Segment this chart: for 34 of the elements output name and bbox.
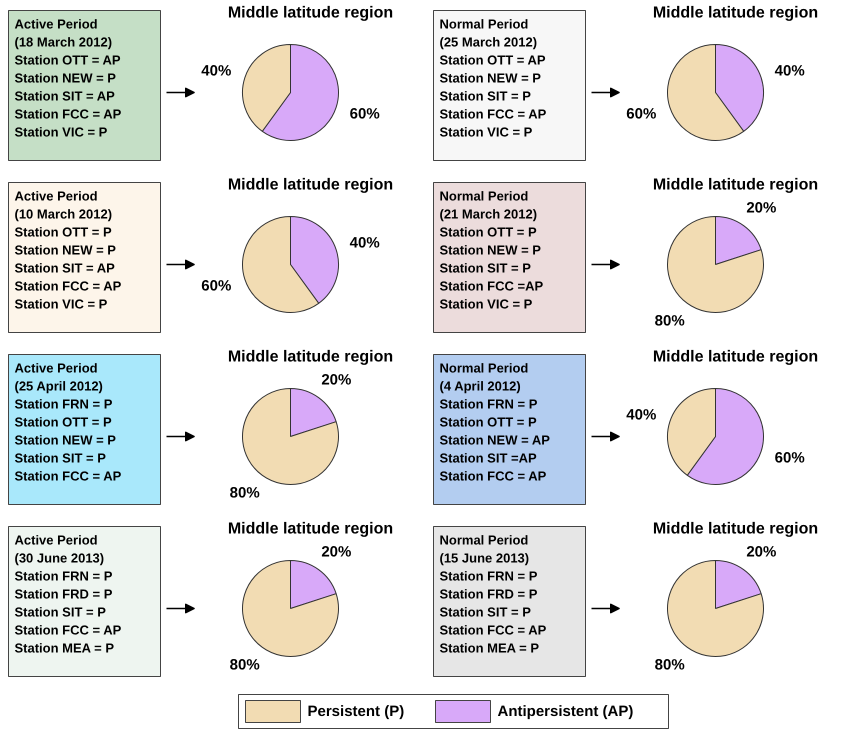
chart-title: Middle latitude region: [652, 348, 818, 366]
data-label: 60%: [774, 450, 805, 467]
data-label: 60%: [350, 106, 380, 123]
data-label: 40%: [350, 234, 380, 252]
text: Normal Period (15 June 2013) Station FRN = P Station FRD = P Station SIT = P Station FCC = AP Station MEA = P: [440, 532, 547, 656]
text: Normal Period (4 April 2012) Station FRN = P Station OTT = P Station NEW = AP Station SIT =AP Station FCC = AP: [440, 360, 550, 484]
text: Active Period (18 March 2012) Station OTT = AP Station NEW = P Station SIT = AP Station FCC = AP Station VIC = P: [14, 16, 122, 140]
data-label: 20%: [746, 199, 776, 216]
chart-title: Middle latitude region: [228, 520, 394, 538]
data-label: 60%: [626, 106, 656, 123]
data-label: 40%: [626, 406, 656, 424]
data-label: 80%: [230, 484, 260, 502]
text: Active Period (25 April 2012) Station FRN = P Station OTT = P Station NEW = P Station SIT = P Station FCC = AP: [14, 360, 122, 484]
data-label: 80%: [654, 656, 685, 674]
legend-label: Antipersistent (AP): [498, 703, 634, 720]
data-label: 20%: [746, 543, 776, 560]
text: Normal Period (21 March 2012) Station OTT = P Station NEW = P Station SIT = P Station FCC =AP Station VIC = P: [440, 188, 544, 312]
chart-title: Middle latitude region: [652, 4, 818, 22]
data-label: 20%: [321, 371, 352, 388]
data-label: 80%: [230, 656, 260, 674]
chart-title: Middle latitude region: [228, 348, 394, 366]
text: Active Period (10 March 2012) Station OTT = P Station NEW = P Station SIT = AP Station FCC = AP Station VIC = P: [14, 188, 122, 312]
data-label: 40%: [774, 62, 805, 80]
text: Active Period (30 June 2013) Station FRN = P Station FRD = P Station SIT = P Station FCC = AP Station MEA = P: [14, 532, 122, 656]
chart-title: Middle latitude region: [652, 176, 818, 194]
chart-title: Middle latitude region: [228, 176, 394, 194]
data-label: 20%: [321, 543, 352, 560]
text: Normal Period (25 March 2012) Station OTT = AP Station NEW = P Station SIT = P Station FCC = AP Station VIC = P: [440, 16, 547, 140]
data-label: 60%: [201, 278, 232, 295]
chart-title: Middle latitude region: [228, 4, 394, 22]
data-label: 40%: [201, 62, 232, 80]
legend-label: Persistent (P): [308, 703, 404, 720]
chart-title: Middle latitude region: [652, 520, 818, 538]
data-label: 80%: [654, 312, 685, 330]
